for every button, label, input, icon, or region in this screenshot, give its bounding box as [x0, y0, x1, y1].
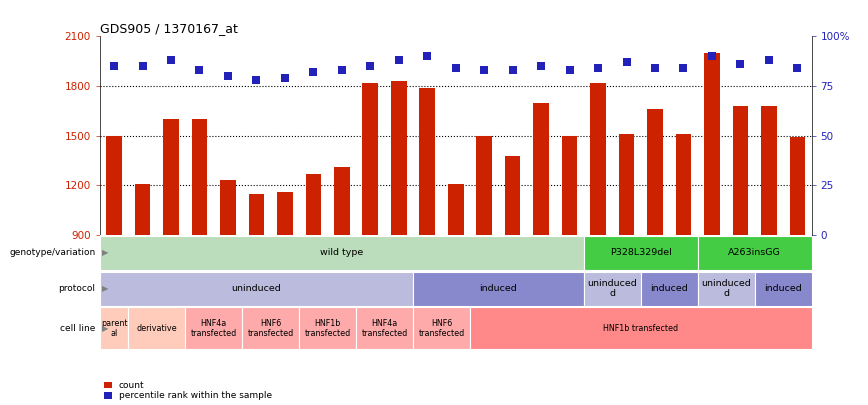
Text: HNF4a
transfected: HNF4a transfected — [191, 319, 237, 338]
Bar — [185, 307, 242, 350]
Point — [221, 73, 235, 79]
Point — [306, 69, 320, 75]
Point — [193, 67, 207, 73]
Bar — [698, 236, 812, 270]
Bar — [100, 272, 413, 306]
Text: ▶: ▶ — [102, 324, 108, 333]
Bar — [704, 53, 720, 235]
Point — [449, 65, 463, 71]
Bar — [299, 307, 356, 350]
Text: genotype/variation: genotype/variation — [10, 249, 95, 258]
Bar — [100, 307, 128, 350]
Point — [477, 67, 491, 73]
Bar — [100, 236, 584, 270]
Bar — [761, 106, 777, 235]
Bar — [470, 307, 812, 350]
Bar — [790, 137, 806, 235]
Text: uninduced
d: uninduced d — [701, 279, 751, 298]
Point — [591, 65, 605, 71]
Point — [534, 63, 548, 70]
Bar — [641, 272, 698, 306]
Bar — [648, 109, 663, 235]
Point — [391, 57, 405, 64]
Text: parent
al: parent al — [101, 319, 128, 338]
Text: GDS905 / 1370167_at: GDS905 / 1370167_at — [100, 22, 238, 35]
Text: HNF6
transfected: HNF6 transfected — [247, 319, 293, 338]
Text: induced: induced — [764, 284, 802, 293]
Bar — [619, 134, 635, 235]
Point — [135, 63, 149, 70]
Point — [791, 65, 805, 71]
Text: wild type: wild type — [320, 249, 364, 258]
Point — [335, 67, 349, 73]
Bar — [448, 184, 464, 235]
Point — [278, 75, 292, 81]
Bar — [363, 83, 378, 235]
Text: ▶: ▶ — [102, 249, 108, 258]
Bar — [562, 136, 577, 235]
Text: derivative: derivative — [136, 324, 177, 333]
Text: A263insGG: A263insGG — [728, 249, 781, 258]
Bar — [413, 272, 584, 306]
Text: induced: induced — [479, 284, 517, 293]
Bar — [163, 119, 179, 235]
Text: ▶: ▶ — [102, 284, 108, 293]
Bar — [391, 81, 406, 235]
Point — [705, 53, 719, 60]
Legend: count, percentile rank within the sample: count, percentile rank within the sample — [104, 381, 272, 401]
Bar — [419, 88, 435, 235]
Bar — [242, 307, 299, 350]
Text: HNF4a
transfected: HNF4a transfected — [361, 319, 408, 338]
Bar — [277, 192, 293, 235]
Bar — [192, 119, 207, 235]
Bar — [306, 174, 321, 235]
Point — [164, 57, 178, 64]
Text: HNF6
transfected: HNF6 transfected — [418, 319, 464, 338]
Bar — [413, 307, 470, 350]
Text: cell line: cell line — [60, 324, 95, 333]
Point — [364, 63, 378, 70]
Point — [762, 57, 776, 64]
Bar — [590, 83, 606, 235]
Bar — [754, 272, 812, 306]
Point — [620, 59, 634, 66]
Bar — [334, 167, 350, 235]
Bar — [584, 272, 641, 306]
Bar — [128, 307, 185, 350]
Text: HNF1b transfected: HNF1b transfected — [603, 324, 678, 333]
Bar — [356, 307, 413, 350]
Bar — [733, 106, 748, 235]
Point — [648, 65, 662, 71]
Text: P328L329del: P328L329del — [610, 249, 672, 258]
Text: uninduced
d: uninduced d — [588, 279, 637, 298]
Bar — [220, 181, 236, 235]
Point — [676, 65, 690, 71]
Point — [420, 53, 434, 60]
Text: induced: induced — [650, 284, 688, 293]
Bar — [584, 236, 698, 270]
Bar — [477, 136, 492, 235]
Bar — [675, 134, 691, 235]
Bar — [248, 194, 264, 235]
Text: protocol: protocol — [58, 284, 95, 293]
Text: uninduced: uninduced — [232, 284, 281, 293]
Bar — [135, 184, 150, 235]
Point — [506, 67, 520, 73]
Text: HNF1b
transfected: HNF1b transfected — [305, 319, 351, 338]
Bar — [505, 156, 521, 235]
Bar — [106, 136, 122, 235]
Bar — [533, 103, 549, 235]
Point — [562, 67, 576, 73]
Point — [733, 61, 747, 68]
Bar — [698, 272, 754, 306]
Point — [107, 63, 121, 70]
Point — [249, 77, 263, 83]
